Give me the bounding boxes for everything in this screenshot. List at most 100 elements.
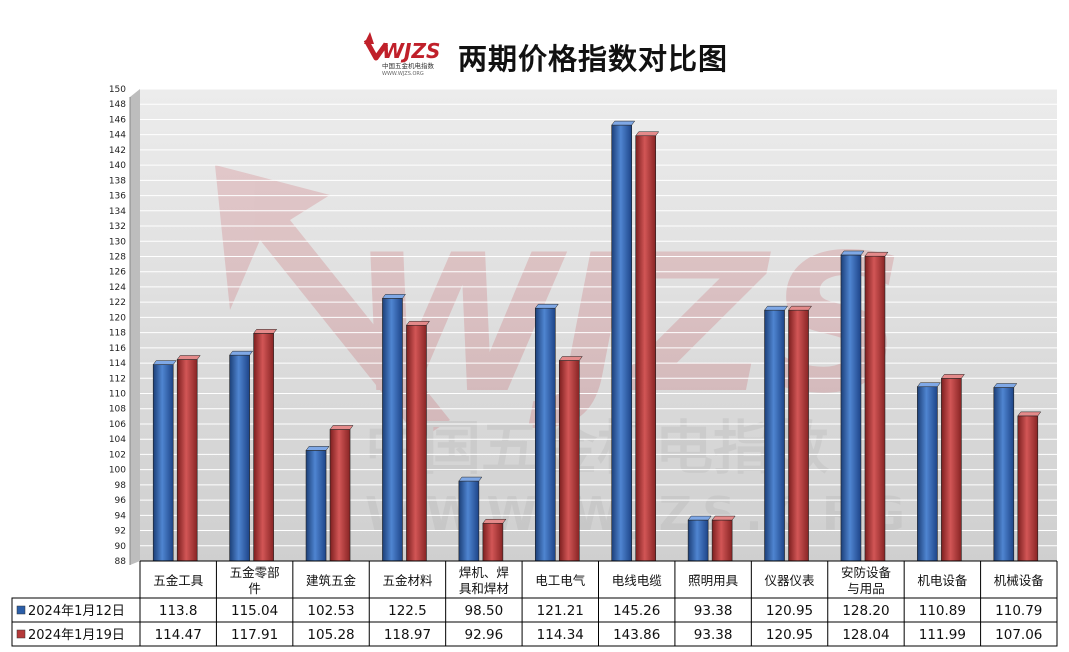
data-table-cell: 110.89 [919,603,966,619]
bar-top [482,518,507,524]
bar-series1 [687,519,709,562]
bar-top [152,360,177,365]
y-tick-label: 150 [109,85,126,95]
category-label: 电线电缆 [612,573,663,588]
chart-title: 两期价格指数对比图 [458,42,729,76]
bar-top [940,374,965,379]
bar-series2 [482,522,504,562]
bar-top [534,303,559,309]
bar-series1 [305,450,327,562]
data-table-cell: 128.20 [842,603,889,619]
y-tick-label: 108 [109,405,126,415]
bar-series1 [534,307,556,562]
bar-top [711,515,736,521]
plot-area [140,89,1057,561]
legend-key-series2 [16,629,26,639]
y-tick-label: 122 [109,298,126,308]
bar-top [558,356,583,361]
data-table-cell: 111.99 [919,627,966,643]
bar-series1 [229,354,250,562]
bar-top [176,355,201,360]
category-label: 焊机、焊 [459,565,509,580]
data-table-cell: 120.95 [766,603,813,619]
bar-series2 [711,519,733,562]
bar-series1 [840,254,862,562]
legend-key-series1 [16,605,26,615]
category-label: 五金零部 [230,565,280,580]
bar-top [687,515,712,521]
bar-top [788,305,813,311]
bar-series2 [176,359,198,562]
y-tick-label: 110 [109,390,126,400]
svg-text:WJZS: WJZS [382,39,440,63]
y-tick-label: 146 [109,115,126,125]
data-table-cell: 114.34 [537,627,584,643]
data-table-cell: 93.38 [694,603,733,619]
y-tick-label: 118 [109,329,126,339]
category-label: 件 [248,581,261,596]
category-label: 照明用具 [688,573,739,588]
y-tick-label: 144 [109,131,126,141]
bar-top [840,250,865,256]
y-tick-label: 98 [115,481,127,491]
y-tick-label: 128 [109,252,126,262]
y-tick-label: 92 [115,527,126,537]
data-table-cell: 107.06 [995,627,1042,643]
bar-series2 [406,324,427,562]
y-tick-label: 104 [109,435,126,445]
bar-top [916,382,941,387]
bar-top [611,120,636,126]
category-label: 具和焊材 [459,581,509,596]
category-label: 电工电气 [535,573,586,588]
y-tick-label: 96 [115,496,127,506]
data-table-cell: 92.96 [465,627,504,643]
bar-series1 [611,124,633,562]
y-tick-label: 126 [109,268,126,278]
data-table-cell: 105.28 [307,627,354,643]
data-table-cell: 110.79 [995,603,1042,619]
data-table-cell: 122.5 [388,603,427,619]
category-label: 与用品 [847,581,885,596]
data-table-cell: 98.50 [465,603,504,619]
bar-series2 [635,135,657,562]
y-tick-label: 114 [109,359,126,369]
bar-series1 [152,364,174,562]
y-tick-label: 120 [109,313,126,323]
data-table-cell: 143.86 [613,627,660,643]
category-label: 机电设备 [917,573,968,588]
y-tick-label: 130 [109,237,126,247]
data-table-cell: 128.04 [842,627,889,643]
legend-label: 2024年1月12日 [28,604,125,619]
bar-series1 [993,387,1015,562]
data-table-cell: 93.38 [694,627,733,643]
data-table-cell: 117.91 [231,627,278,643]
bar-top [229,350,254,356]
y-tick-label: 134 [109,207,126,217]
data-table-cell: 121.21 [537,603,584,619]
y-tick-label: 116 [109,344,126,354]
category-label: 安防设备 [841,565,892,580]
y-tick-label: 90 [115,542,127,552]
data-table-cell: 118.97 [384,627,431,643]
bar-series2 [253,332,274,562]
category-label: 建筑五金 [306,573,357,588]
bar-top [458,476,483,482]
data-table-cell: 145.26 [613,603,660,619]
data-table-cell: 113.8 [159,603,198,619]
data-table-cell: 120.95 [766,627,813,643]
bar-top [329,425,354,430]
y-tick-label: 124 [109,283,126,293]
bar-top [381,294,406,299]
bar-series2 [788,309,809,562]
svg-text:中国五金机电指数: 中国五金机电指数 [382,61,435,70]
y-tick-label: 138 [109,176,126,186]
category-label: 仪器仪表 [765,573,816,588]
bar-series1 [917,386,938,562]
y-tick-label: 148 [109,100,126,110]
bar-top [405,320,430,326]
bar-series1 [764,309,785,562]
bar-series2 [864,255,886,562]
y-tick-label: 106 [109,420,126,430]
watermark-cn: 中国五金机电指数 [365,414,829,482]
y-tick-label: 136 [109,192,126,202]
